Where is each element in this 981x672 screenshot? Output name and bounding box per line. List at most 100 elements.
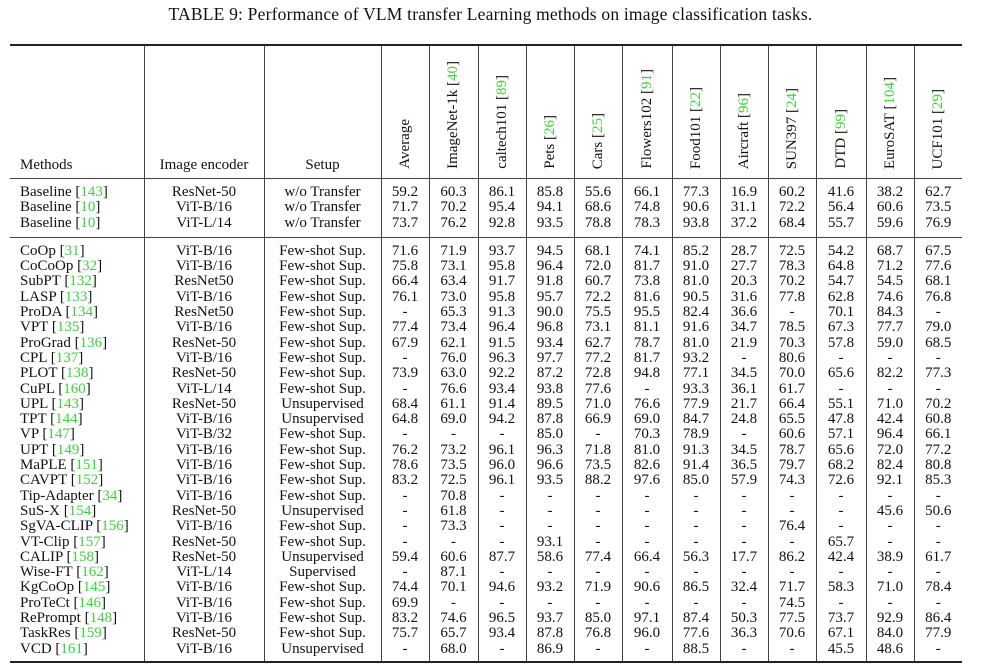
setup-cell: w/o Transfer bbox=[263, 178, 381, 201]
value-cell: - bbox=[428, 534, 478, 550]
value-cell: 97.1 bbox=[621, 610, 672, 627]
citation-link[interactable]: 152 bbox=[75, 472, 99, 489]
citation-link[interactable]: 137 bbox=[55, 349, 79, 366]
citation-link[interactable]: 34 bbox=[102, 487, 118, 504]
value-cell: - bbox=[913, 564, 962, 581]
method-name: UPT bbox=[20, 441, 49, 458]
value-cell: - bbox=[621, 488, 672, 504]
citation-link[interactable]: 144 bbox=[55, 411, 78, 428]
value-cell: 96.8 bbox=[525, 320, 574, 336]
spacer-cell bbox=[573, 230, 622, 238]
method-cell: TPT [144] bbox=[20, 411, 83, 428]
value-cell: 87.8 bbox=[525, 626, 574, 642]
setup-cell: Unsupervised bbox=[263, 396, 381, 413]
citation-link[interactable]: 151 bbox=[75, 457, 98, 474]
value-cell: 86.2 bbox=[767, 549, 816, 566]
citation-link[interactable]: 133 bbox=[64, 288, 88, 305]
value-cell: 77.9 bbox=[913, 626, 962, 642]
value-cell: 68.5 bbox=[913, 335, 962, 351]
method-row: RePrompt [148] ViT-B/16 Few-shot Sup. 83.2 7… bbox=[10, 610, 962, 627]
value-cell: 96.4 bbox=[865, 427, 914, 443]
citation-link[interactable]: 158 bbox=[71, 548, 95, 565]
method-row: CPL [137] ViT-B/16 Few-shot Sup. -76.0 96.3 9… bbox=[10, 349, 962, 367]
value-cell: 41.6 bbox=[815, 178, 866, 201]
value-cell: 67.5 bbox=[913, 243, 962, 260]
value-cell: - bbox=[380, 350, 429, 367]
value-cell: 60.6 bbox=[428, 549, 478, 566]
value-cell: - bbox=[477, 518, 526, 535]
encoder-cell: ViT-L/14 bbox=[143, 564, 264, 581]
citation-link[interactable]: 143 bbox=[80, 184, 103, 200]
value-cell: 81.0 bbox=[671, 335, 720, 351]
value-cell: - bbox=[573, 488, 622, 504]
citation-link[interactable]: 32 bbox=[82, 258, 98, 275]
value-cell: - bbox=[573, 564, 622, 581]
citation-link[interactable]: 40 bbox=[445, 66, 461, 82]
citation-link[interactable]: 148 bbox=[89, 610, 113, 627]
value-cell: 85.3 bbox=[913, 473, 962, 489]
value-cell: 78.7 bbox=[621, 335, 672, 351]
citation-link[interactable]: 10 bbox=[80, 199, 96, 216]
value-cell: 94.2 bbox=[477, 411, 526, 428]
citation-link[interactable]: 24 bbox=[783, 92, 800, 108]
citation-link[interactable]: 104 bbox=[881, 81, 898, 105]
citation-link[interactable]: 96 bbox=[735, 97, 752, 113]
citation-link[interactable]: 31 bbox=[64, 242, 80, 259]
value-cell: - bbox=[380, 488, 429, 504]
setup-cell: Unsupervised bbox=[263, 641, 381, 663]
citation-link[interactable]: 99 bbox=[832, 114, 849, 130]
value-cell: 93.7 bbox=[477, 243, 526, 260]
citation-link[interactable]: 29 bbox=[929, 93, 946, 109]
spacer-cell bbox=[913, 236, 962, 244]
citation-link[interactable]: 26 bbox=[541, 120, 558, 136]
value-cell: - bbox=[865, 381, 914, 397]
value-cell: - bbox=[767, 564, 816, 581]
value-cell: 91.4 bbox=[477, 396, 526, 413]
citation-link[interactable]: 89 bbox=[493, 80, 510, 96]
citation-link[interactable]: 157 bbox=[78, 533, 101, 550]
value-cell: 61.7 bbox=[767, 381, 816, 397]
value-cell: 95.8 bbox=[477, 258, 526, 275]
citation-link[interactable]: 10 bbox=[80, 214, 96, 231]
citation-link[interactable]: 160 bbox=[63, 380, 86, 397]
value-cell: 79.7 bbox=[767, 457, 816, 474]
row-spacer bbox=[10, 230, 962, 238]
citation-link[interactable]: 91 bbox=[638, 74, 655, 90]
value-cell: 45.6 bbox=[865, 503, 914, 520]
citation-link[interactable]: 145 bbox=[82, 579, 106, 596]
citation-link[interactable]: 134 bbox=[70, 304, 93, 321]
value-cell: - bbox=[428, 427, 478, 443]
citation-link[interactable]: 147 bbox=[47, 426, 70, 443]
value-cell: 42.4 bbox=[865, 411, 914, 428]
value-cell: 75.7 bbox=[380, 626, 429, 642]
citation-link[interactable]: 22 bbox=[687, 91, 704, 107]
value-cell: 21.7 bbox=[719, 396, 768, 413]
citation-link[interactable]: 154 bbox=[68, 502, 92, 519]
method-cell: SuS-X [154] bbox=[20, 502, 97, 519]
spacer-cell bbox=[143, 236, 264, 244]
value-cell: 96.3 bbox=[477, 350, 526, 367]
value-cell: 55.7 bbox=[815, 215, 866, 231]
value-cell: 72.0 bbox=[573, 258, 622, 275]
citation-link[interactable]: 136 bbox=[79, 334, 103, 351]
citation-link[interactable]: 135 bbox=[56, 319, 80, 336]
encoder-cell: ViT-B/16 bbox=[143, 320, 264, 336]
citation-link[interactable]: 159 bbox=[79, 625, 102, 642]
method-name: VPT bbox=[20, 319, 49, 336]
citation-link[interactable]: 25 bbox=[589, 117, 606, 133]
citation-link[interactable]: 138 bbox=[65, 365, 89, 382]
setup-cell: Few-shot Sup. bbox=[263, 274, 381, 290]
value-cell: 71.6 bbox=[380, 243, 429, 260]
citation-link[interactable]: 143 bbox=[56, 395, 80, 412]
value-cell: - bbox=[913, 518, 962, 535]
citation-link[interactable]: 146 bbox=[78, 594, 102, 611]
citation-link[interactable]: 149 bbox=[56, 441, 80, 458]
method-cell: UPT [149] bbox=[20, 441, 85, 458]
citation-link[interactable]: 161 bbox=[60, 640, 83, 657]
value-cell: 78.9 bbox=[671, 427, 720, 443]
citation-link[interactable]: 132 bbox=[69, 273, 92, 290]
setup-cell: Few-shot Sup. bbox=[263, 442, 381, 459]
citation-link[interactable]: 162 bbox=[81, 564, 104, 581]
method-row: Wise-FT [162] ViT-L/14 Supervised -87.1- - - -… bbox=[10, 564, 962, 581]
citation-link[interactable]: 156 bbox=[101, 518, 124, 535]
